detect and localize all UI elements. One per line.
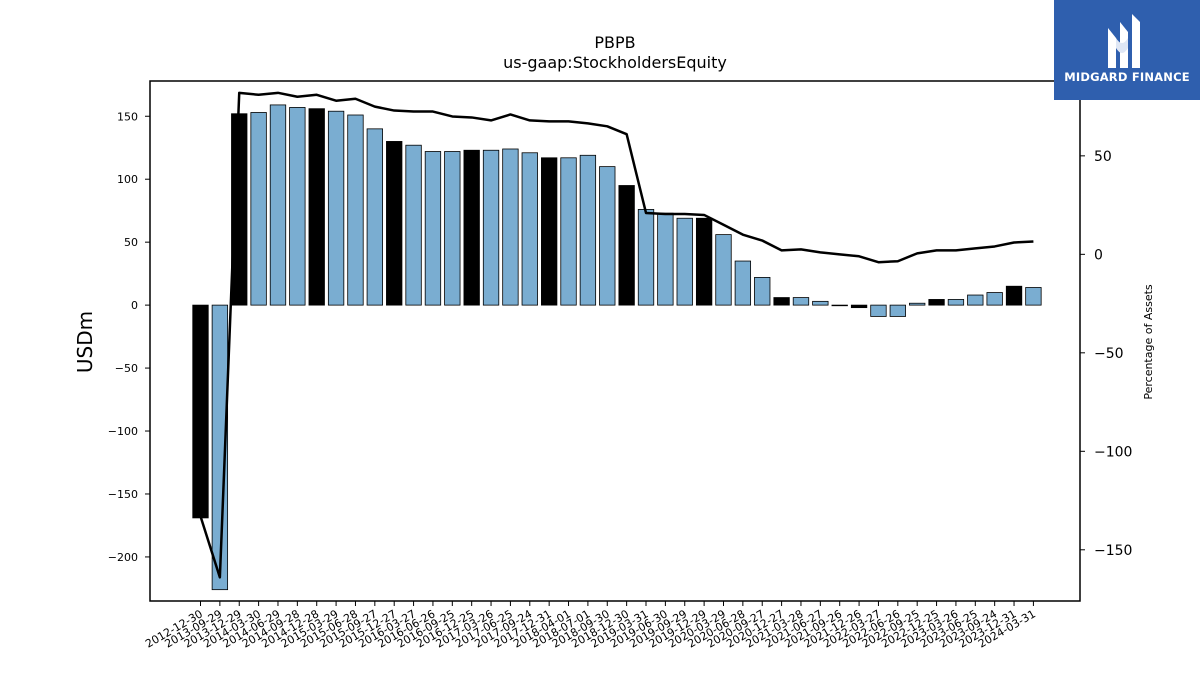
bar-2018-12-30	[618, 185, 635, 306]
bar-2017-06-25	[502, 148, 519, 306]
midgard-logo-icon	[1108, 14, 1140, 68]
bar-2014-12-28	[308, 108, 325, 306]
bar-2020-03-29	[715, 234, 732, 306]
y2-axis-label: Percentage of Assets	[1142, 284, 1155, 400]
bar-2016-12-25	[463, 149, 480, 306]
bar-2015-09-27	[366, 128, 383, 306]
y2-tick-label: −100	[1094, 444, 1132, 460]
bar-2021-03-28	[792, 297, 810, 306]
bar-2023-12-31	[1005, 285, 1023, 306]
bar-2018-07-01	[579, 154, 597, 306]
bar-2019-12-29	[695, 217, 713, 306]
bar-2014-03-30	[250, 112, 267, 306]
bar-2014-06-29	[269, 104, 287, 306]
bar-2020-06-28	[734, 260, 752, 306]
y-tick-label: 100	[117, 173, 138, 186]
bar-2017-03-26	[482, 149, 500, 306]
chart-title: PBPB	[594, 33, 635, 52]
y-tick-label: 0	[131, 299, 138, 312]
y2-tick-label: 50	[1094, 149, 1112, 165]
bar-2021-09-26	[831, 304, 848, 307]
bar-2015-06-28	[347, 114, 364, 306]
bar-2020-09-27	[754, 277, 771, 306]
bar-2014-09-28	[289, 107, 306, 306]
bar-2021-12-26	[850, 304, 868, 309]
bar-2022-09-25	[909, 302, 926, 306]
bar-2019-06-30	[657, 212, 674, 306]
percentage-of-assets-line	[199, 91, 1034, 579]
y-tick-label: 150	[117, 110, 138, 123]
bar-2016-06-26	[424, 151, 442, 306]
y2-tick-label: 0	[1094, 247, 1103, 263]
y-tick-label: −50	[115, 362, 138, 375]
bars-layer	[192, 104, 1042, 591]
y-ticks: 150 100 50 0 −50 −100 −150 −200	[108, 110, 150, 564]
bar-2015-12-27	[386, 141, 403, 306]
bar-2019-03-31	[637, 209, 655, 306]
y2-tick-label: −50	[1094, 346, 1124, 362]
bar-2017-09-24	[521, 152, 538, 306]
bar-2015-03-29	[327, 110, 345, 306]
y-tick-label: −150	[108, 488, 138, 501]
midgard-finance-logo: MIDGARD FINANCE	[1054, 0, 1200, 100]
y2-tick-label: −150	[1094, 543, 1132, 559]
x-ticks: 2012-12-302013-09-292013-12-292014-03-30…	[143, 601, 1038, 651]
bar-2012-12-30	[192, 304, 209, 519]
chart-subtitle: us-gaap:StockholdersEquity	[503, 53, 727, 72]
line-layer	[199, 91, 1034, 579]
bar-2022-06-26	[889, 304, 906, 317]
y-tick-label: −100	[108, 425, 138, 438]
bar-2018-04-01	[560, 157, 577, 306]
bar-2023-06-25	[967, 294, 984, 306]
bar-2017-12-31	[541, 157, 558, 306]
bar-2019-09-29	[676, 217, 693, 306]
bar-2016-09-25	[444, 151, 461, 306]
bar-2018-09-30	[599, 166, 616, 306]
logo-text: MIDGARD FINANCE	[1064, 70, 1190, 84]
bar-2021-06-27	[812, 300, 829, 306]
bar-2020-12-27	[773, 297, 790, 306]
bar-2023-09-24	[986, 292, 1003, 306]
y2-ticks: 50 0 −50 −100 −150	[1080, 149, 1132, 559]
bar-2024-03-31	[1025, 287, 1042, 306]
bar-2013-09-29	[211, 304, 229, 591]
y-tick-label: 50	[124, 236, 138, 249]
y-tick-label: −200	[108, 551, 138, 564]
plot-frame	[149, 80, 1081, 602]
y-axis-label: USDm	[73, 311, 97, 373]
bar-2022-12-25	[928, 299, 945, 306]
bar-2016-03-27	[405, 144, 422, 306]
bar-2023-03-26	[947, 299, 965, 306]
bar-2022-03-27	[870, 304, 887, 317]
